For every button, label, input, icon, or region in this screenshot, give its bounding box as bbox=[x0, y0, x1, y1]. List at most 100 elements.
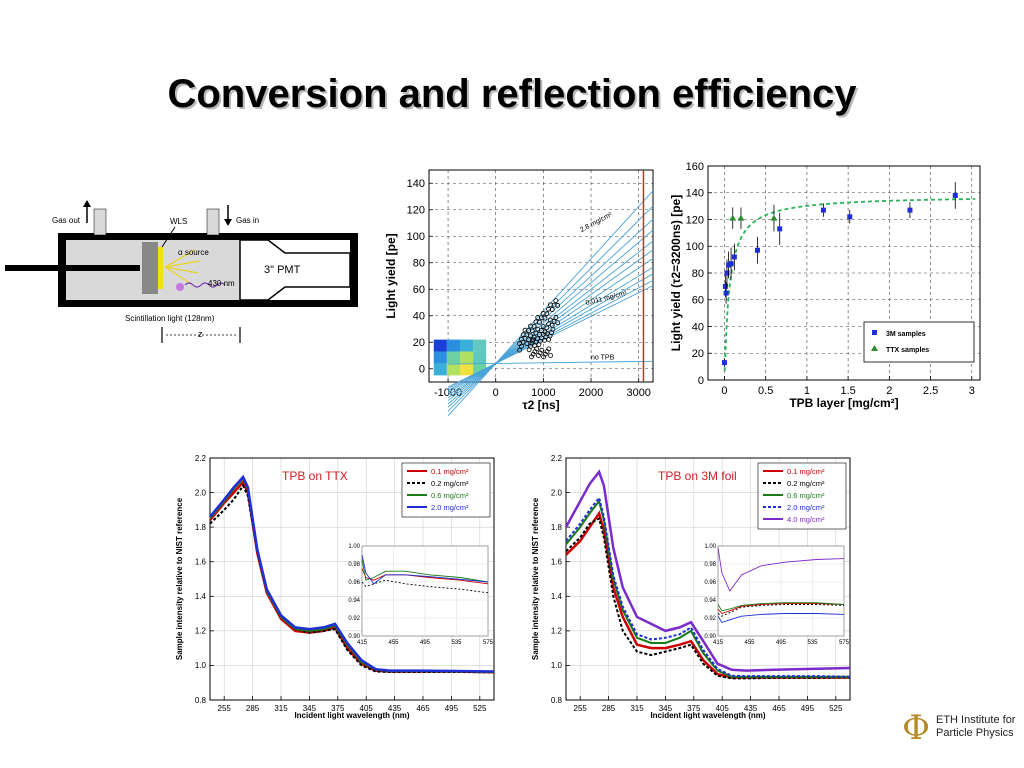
y-tick-label: 20 bbox=[413, 337, 425, 349]
y-tick-label: 140 bbox=[407, 178, 425, 190]
inset-x-tick-label: 575 bbox=[839, 640, 850, 646]
y-tick-label: 1.6 bbox=[551, 558, 563, 567]
gas-in-arrowhead bbox=[224, 219, 232, 226]
data-point bbox=[550, 326, 556, 332]
x-tick-label: 405 bbox=[716, 704, 730, 713]
data-point-ttx bbox=[729, 214, 737, 221]
y-tick-label: 2.2 bbox=[195, 454, 207, 463]
wls-pointer bbox=[161, 226, 176, 248]
inset-y-tick-label: 0.92 bbox=[704, 616, 716, 622]
legend-marker bbox=[871, 345, 878, 351]
fit-line bbox=[447, 266, 654, 393]
y-tick-label: 1.6 bbox=[195, 558, 207, 567]
data-point bbox=[517, 347, 522, 353]
legend-label: 3M samples bbox=[886, 331, 926, 338]
legend-label: 0.1 mg/cm² bbox=[787, 467, 825, 476]
plot-frame bbox=[428, 169, 654, 383]
x-axis-label: τ2 [ns] bbox=[522, 398, 559, 412]
inset-y-tick-label: 1.00 bbox=[704, 544, 716, 550]
inset-line bbox=[717, 604, 845, 617]
scintillation-label: Scintillation light (128nm) bbox=[125, 314, 215, 323]
histogram-cell bbox=[446, 363, 460, 376]
y-tick-label: 120 bbox=[686, 214, 704, 226]
x-tick-label: 435 bbox=[744, 704, 758, 713]
y-tick-label: 60 bbox=[413, 284, 425, 296]
eth-logo: Φ ETH Institute for Particle Physics bbox=[900, 708, 1024, 768]
y-tick-label: 2.0 bbox=[195, 488, 207, 497]
light-yield-vs-tau-chart: -1000 0 1000 2000 3000 0 20 40 60 80 100 120 140 τ2 [… bbox=[384, 169, 654, 417]
x-tick-label: 2 bbox=[886, 385, 892, 397]
inset-line bbox=[717, 613, 845, 624]
data-point-3m bbox=[722, 283, 728, 289]
wls-holder bbox=[142, 242, 158, 294]
data-point bbox=[553, 298, 559, 304]
x-tick-label: 315 bbox=[274, 704, 288, 713]
fit-curve bbox=[723, 198, 976, 372]
legend-label: 0.6 mg/cm² bbox=[431, 491, 469, 500]
x-tick-label: 1 bbox=[804, 385, 810, 397]
x-tick-label: 2000 bbox=[579, 387, 603, 399]
data-point-3m bbox=[728, 261, 734, 267]
x-tick-label: 435 bbox=[388, 704, 402, 713]
x-tick-label: 2.5 bbox=[923, 385, 938, 397]
histogram-cell bbox=[433, 339, 447, 352]
data-point bbox=[524, 341, 530, 347]
x-tick-label: 1.5 bbox=[840, 385, 855, 397]
y-axis-label: Light yield (τ2=3200ns) [pe] bbox=[669, 195, 683, 351]
spectrum-line bbox=[565, 516, 851, 680]
histogram-cell bbox=[459, 363, 474, 376]
phi-logo-icon: Φ bbox=[902, 708, 930, 748]
data-point bbox=[518, 343, 524, 349]
histogram-cell bbox=[473, 339, 487, 352]
alpha-source-label: α source bbox=[178, 248, 209, 257]
y-axis-label: Sample intensity relative to NIST refere… bbox=[175, 497, 184, 660]
histogram-cell bbox=[446, 339, 460, 352]
data-point-ttx bbox=[737, 214, 745, 221]
annotation-2.8: 2.8 mg/cm² bbox=[579, 211, 614, 234]
chart-title: TPB on TTX bbox=[282, 469, 348, 483]
x-tick-label: 3000 bbox=[626, 387, 650, 399]
tpb-on-3m-foil-chart: 255 285 315 345 375 405 435 465 495 525 0.8 1.0 1.2 1… bbox=[531, 454, 851, 720]
light-rays bbox=[164, 249, 201, 284]
y-tick-label: 40 bbox=[692, 321, 704, 333]
histogram-cell bbox=[459, 351, 474, 364]
data-point-3m bbox=[724, 270, 730, 276]
x-tick-label: 0 bbox=[493, 387, 499, 399]
histogram-cell bbox=[473, 363, 487, 376]
inset-line bbox=[361, 554, 489, 585]
data-point-3m bbox=[777, 226, 783, 232]
x-tick-label: 3 bbox=[969, 385, 975, 397]
spectrum-line bbox=[564, 469, 851, 672]
data-point-ttx bbox=[770, 214, 778, 221]
inset-x-tick-label: 575 bbox=[483, 640, 494, 646]
fit-line bbox=[447, 285, 654, 388]
data-point bbox=[542, 315, 548, 321]
x-tick-label: 255 bbox=[574, 704, 588, 713]
x-tick-label: 345 bbox=[303, 704, 317, 713]
y-tick-label: 100 bbox=[686, 241, 704, 253]
inset-y-tick-label: 0.90 bbox=[348, 634, 360, 640]
chart-title: TPB on 3M foil bbox=[658, 469, 737, 483]
x-tick-label: 465 bbox=[416, 704, 430, 713]
alpha-source-dot bbox=[176, 283, 184, 291]
x-tick-label: 315 bbox=[630, 704, 644, 713]
x-tick-label: 285 bbox=[246, 704, 260, 713]
x-tick-label: 465 bbox=[772, 704, 786, 713]
inset-y-tick-label: 0.98 bbox=[704, 562, 716, 568]
inset-x-tick-label: 455 bbox=[744, 640, 755, 646]
gas-out-label: Gas out bbox=[52, 216, 81, 225]
data-point bbox=[548, 353, 553, 358]
inset-y-tick-label: 0.92 bbox=[348, 616, 360, 622]
y-tick-label: 0.8 bbox=[551, 696, 563, 705]
y-tick-label: 80 bbox=[692, 268, 704, 280]
x-tick-label: 405 bbox=[360, 704, 374, 713]
y-tick-label: 0.8 bbox=[195, 696, 207, 705]
inset-line bbox=[717, 602, 845, 612]
y-tick-label: 1.8 bbox=[551, 523, 563, 532]
legend-label: 4.0 mg/cm² bbox=[787, 515, 825, 524]
gas-out-arrowhead bbox=[83, 200, 91, 207]
y-tick-label: 1.4 bbox=[551, 592, 563, 601]
x-tick-label: 495 bbox=[801, 704, 815, 713]
inset-y-tick-label: 0.96 bbox=[348, 580, 360, 586]
wls-film bbox=[158, 247, 163, 289]
